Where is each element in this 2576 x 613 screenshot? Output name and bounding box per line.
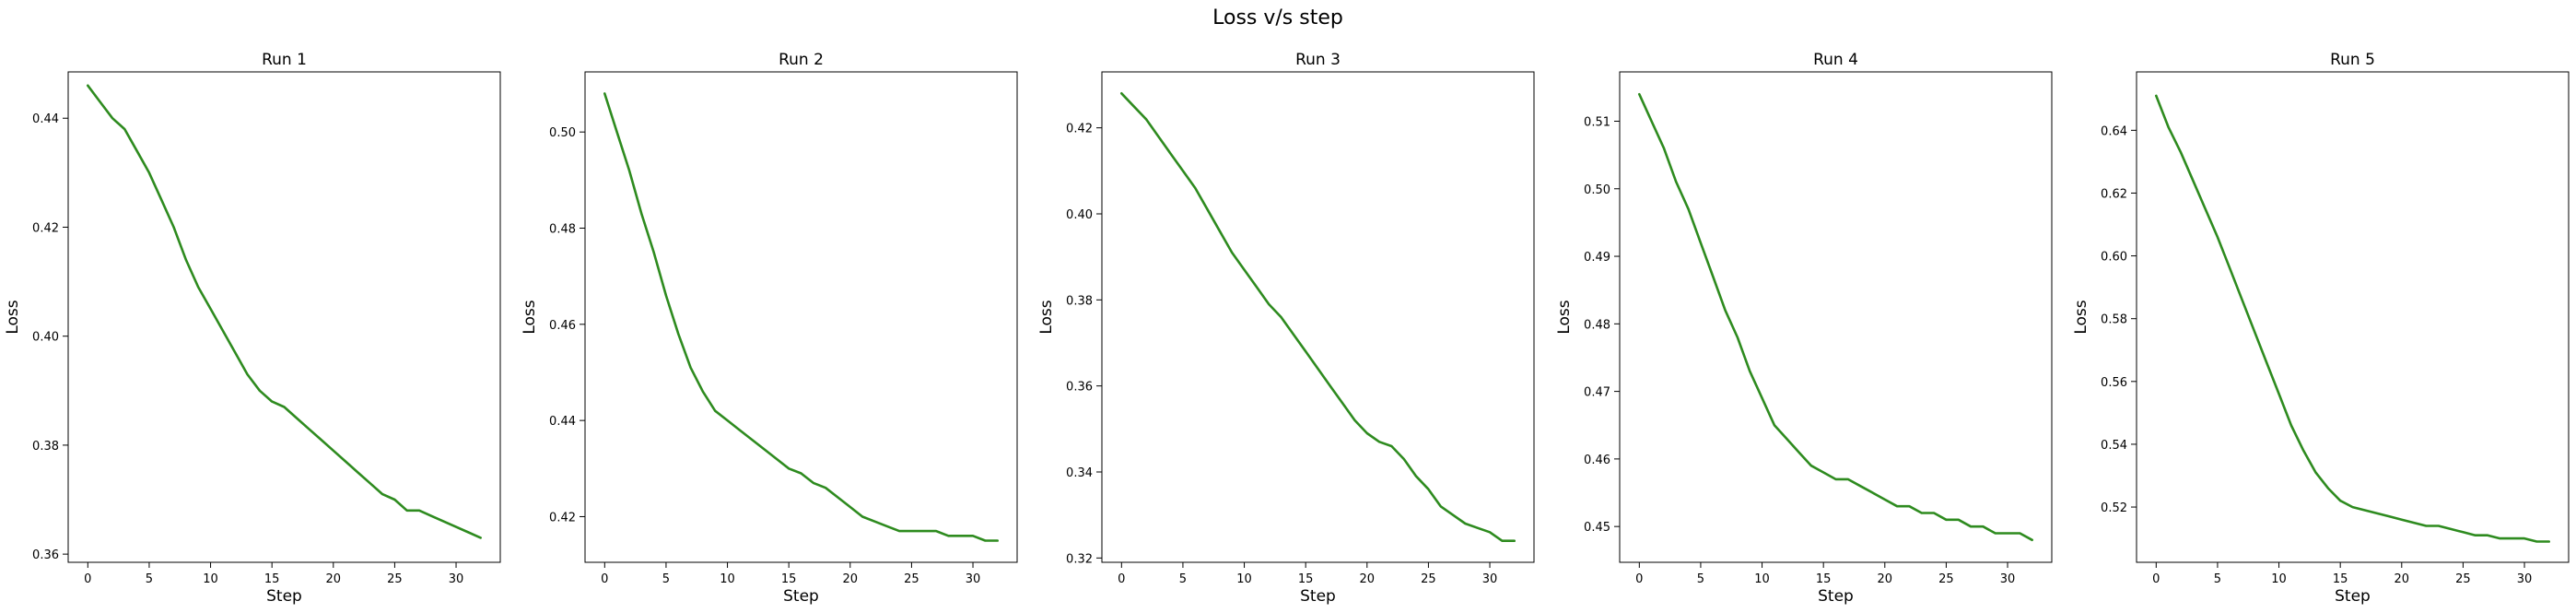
loss-line	[1120, 92, 1516, 543]
x-tick-label: 25	[1421, 572, 1436, 586]
plot-frame	[2136, 71, 2570, 563]
y-tick-label: 0.44	[32, 112, 59, 126]
y-tick-label: 0.42	[1066, 123, 1093, 136]
subplot-title: Run 3	[1295, 51, 1341, 69]
y-tick-label: 0.45	[1584, 521, 1610, 535]
y-tick-label: 0.50	[1584, 183, 1610, 197]
x-axis-label: Step	[1300, 587, 1336, 606]
x-tick-label: 10	[1754, 572, 1770, 586]
subplot-title: Run 2	[779, 51, 824, 69]
y-tick-label: 0.44	[549, 415, 576, 429]
loss-line	[2155, 94, 2550, 543]
y-tick-label: 0.42	[549, 511, 576, 525]
x-tick-label: 15	[781, 572, 797, 586]
subplot-run-3: Run 3 0 5 10 15 20 25 30 0.32 0.34 0.36 0.38 0.40 0.4…	[1037, 51, 1535, 606]
subplot-run-5: Run 5 0 5 10 15 20 25 30 0.52 0.54 0.56 0.58 0.60 0.6…	[2072, 51, 2570, 606]
x-tick-label: 10	[203, 572, 218, 586]
x-tick-label: 0	[2152, 572, 2160, 586]
y-tick-label: 0.58	[2101, 313, 2127, 327]
subplot-title: Run 4	[1813, 51, 1858, 69]
plot-frame	[1101, 71, 1535, 563]
subplots: Run 1 0 5 10 15 20 25 30 0.36 0.38 0.40 0.42 0.44 Ste…	[4, 51, 2570, 606]
plot-frame	[67, 71, 501, 563]
y-tick-label: 0.47	[1584, 386, 1610, 400]
x-tick-label: 15	[1298, 572, 1314, 586]
y-tick-label: 0.54	[2101, 439, 2127, 453]
x-tick-label: 20	[326, 572, 342, 586]
x-tick-label: 30	[2000, 572, 2016, 586]
x-axis-label: Step	[2335, 587, 2371, 606]
x-tick-label: 15	[1816, 572, 1832, 586]
x-axis-label: Step	[783, 587, 819, 606]
y-tick-label: 0.46	[549, 319, 576, 333]
loss-line	[1638, 92, 2033, 542]
x-tick-label: 15	[264, 572, 280, 586]
x-tick-label: 25	[904, 572, 919, 586]
x-tick-label: 0	[601, 572, 608, 586]
y-tick-label: 0.34	[1066, 466, 1093, 480]
y-axis-label: Loss	[4, 300, 22, 334]
plot-frame	[584, 71, 1018, 563]
y-axis-label: Loss	[521, 300, 539, 334]
plot-frame	[1619, 71, 2053, 563]
y-tick-label: 0.62	[2101, 187, 2127, 201]
x-tick-label: 30	[2517, 572, 2533, 586]
y-tick-label: 0.38	[32, 440, 59, 454]
y-tick-label: 0.42	[32, 221, 59, 235]
x-tick-label: 5	[2214, 572, 2221, 586]
subplot-run-4: Run 4 0 5 10 15 20 25 30 0.45 0.46 0.47 0.48 0.49 0.5…	[1555, 51, 2053, 606]
loss-line	[87, 84, 483, 539]
y-axis-label: Loss	[1555, 300, 1574, 334]
x-tick-label: 0	[1118, 572, 1125, 586]
y-tick-label: 0.52	[2101, 501, 2127, 515]
y-tick-label: 0.50	[549, 126, 576, 140]
y-axis-label: Loss	[1037, 300, 1056, 334]
x-tick-label: 10	[1236, 572, 1252, 586]
x-axis-label: Step	[1818, 587, 1854, 606]
loss-line	[603, 92, 999, 542]
x-tick-label: 0	[84, 572, 91, 586]
subplot-title: Run 1	[262, 51, 307, 69]
y-tick-label: 0.51	[1584, 115, 1610, 129]
x-tick-label: 20	[2395, 572, 2410, 586]
x-tick-label: 20	[1878, 572, 1893, 586]
y-tick-label: 0.49	[1584, 251, 1610, 265]
y-tick-label: 0.40	[32, 331, 59, 345]
x-tick-label: 20	[1360, 572, 1376, 586]
y-tick-label: 0.48	[549, 223, 576, 237]
x-tick-label: 10	[2271, 572, 2287, 586]
x-tick-label: 25	[2455, 572, 2471, 586]
x-tick-label: 30	[1482, 572, 1498, 586]
subplot-run-1: Run 1 0 5 10 15 20 25 30 0.36 0.38 0.40 0.42 0.44 Ste…	[4, 51, 501, 606]
y-tick-label: 0.56	[2101, 376, 2127, 390]
y-tick-label: 0.48	[1584, 318, 1610, 332]
y-tick-label: 0.46	[1584, 454, 1610, 467]
y-tick-label: 0.40	[1066, 208, 1093, 222]
x-tick-label: 15	[2333, 572, 2348, 586]
y-tick-label: 0.32	[1066, 552, 1093, 566]
y-axis-label: Loss	[2072, 300, 2090, 334]
y-tick-label: 0.36	[1066, 381, 1093, 395]
y-tick-label: 0.60	[2101, 251, 2127, 265]
y-tick-label: 0.36	[32, 548, 59, 562]
subplot-run-2: Run 2 0 5 10 15 20 25 30 0.42 0.44 0.46 0.48 0.50 Ste…	[521, 51, 1018, 606]
x-tick-label: 5	[1697, 572, 1704, 586]
x-tick-label: 0	[1635, 572, 1643, 586]
x-tick-label: 30	[449, 572, 464, 586]
x-tick-label: 5	[1179, 572, 1187, 586]
x-tick-label: 25	[387, 572, 403, 586]
y-tick-label: 0.38	[1066, 294, 1093, 308]
y-tick-label: 0.64	[2101, 124, 2127, 138]
x-tick-label: 5	[662, 572, 670, 586]
x-axis-label: Step	[266, 587, 302, 606]
figure-title: Loss v/s step	[1212, 6, 1343, 29]
subplot-title: Run 5	[2330, 51, 2375, 69]
x-tick-label: 5	[146, 572, 153, 586]
x-tick-label: 10	[720, 572, 735, 586]
x-tick-label: 25	[1938, 572, 1954, 586]
x-tick-label: 30	[966, 572, 981, 586]
x-tick-label: 20	[843, 572, 859, 586]
